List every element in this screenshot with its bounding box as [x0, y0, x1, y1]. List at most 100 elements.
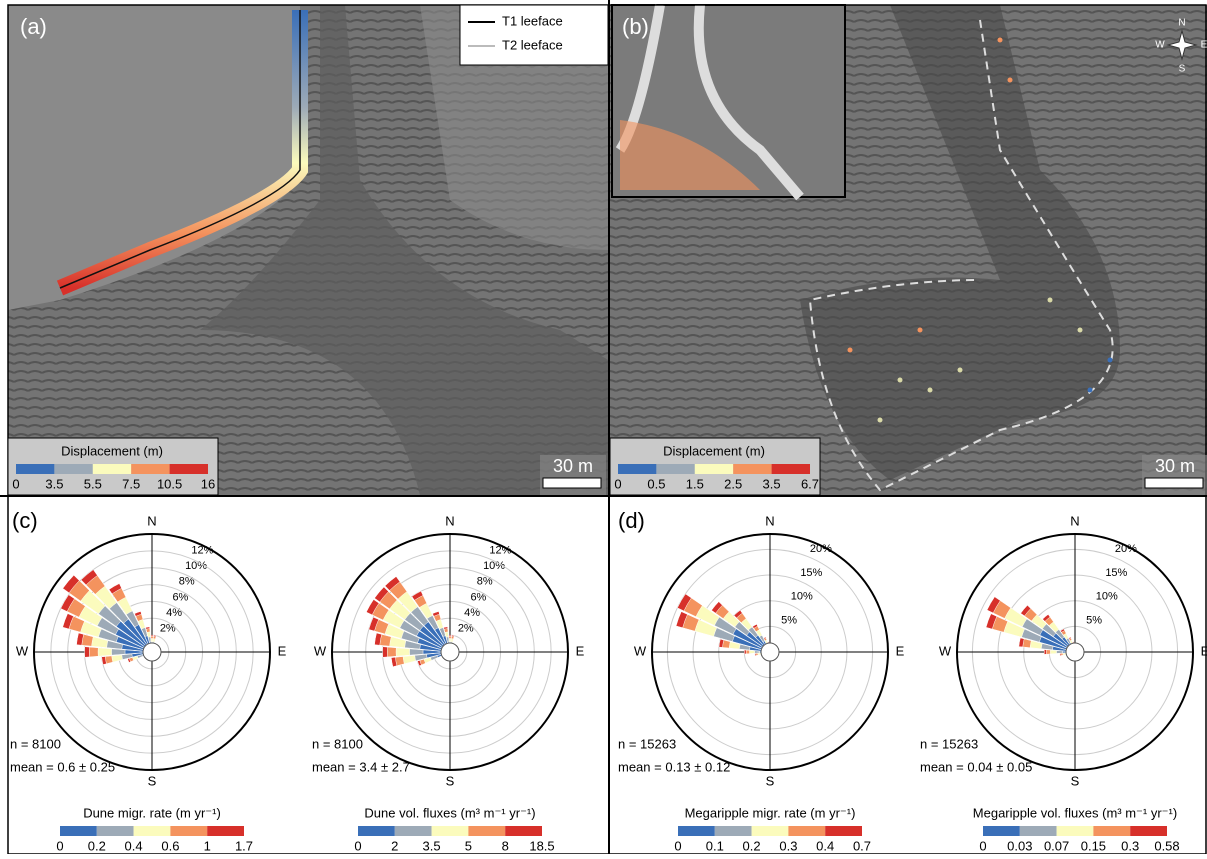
colorbar-tick-label: 18.5	[529, 838, 554, 853]
colorbar-swatch	[733, 464, 771, 474]
compass-label: E	[1201, 643, 1207, 658]
colorbar-swatch	[656, 464, 694, 474]
mean-label: mean = 3.4 ± 2.7	[312, 759, 410, 774]
ring-label: 5%	[1086, 614, 1102, 626]
colorbar-tick-label: 1.7	[235, 838, 253, 853]
colorbar-title: Dune vol. fluxes (m³ m⁻¹ yr⁻¹)	[364, 805, 535, 820]
mean-label: mean = 0.04 ± 0.05	[920, 759, 1032, 774]
compass-label: E	[278, 643, 287, 658]
compass-label: S	[446, 773, 455, 788]
rose-hole	[1066, 643, 1084, 661]
panel-label: (b)	[622, 14, 649, 39]
key-label: T2 leeface	[502, 37, 563, 52]
colorbar-tick-label: 0.3	[1121, 838, 1139, 853]
compass-label: W	[939, 643, 952, 658]
colorbar-tick-label: 0	[354, 838, 361, 853]
sample-count: n = 15263	[618, 736, 676, 751]
rose-hole	[441, 643, 459, 661]
colorbar-swatch	[60, 826, 97, 836]
colorbar-tick-label: 0.3	[779, 838, 797, 853]
colorbar-tick-label: 0.7	[853, 838, 871, 853]
rose-hole	[761, 643, 779, 661]
colorbar-tick-label: 0.2	[743, 838, 761, 853]
figure: (a)Displacement (m)03.55.57.510.51630 mT…	[0, 0, 1207, 854]
compass-label: S	[1179, 64, 1186, 75]
ring-label: 8%	[179, 576, 195, 588]
compass-label: E	[1201, 40, 1207, 51]
colorbar-swatch	[695, 464, 733, 474]
compass-label: W	[16, 643, 29, 658]
colorbar-tick-label: 5.5	[84, 476, 102, 491]
ring-label: 10%	[185, 560, 207, 572]
colorbar-tick-label: 0	[12, 476, 19, 491]
colorbar-tick-label: 0.2	[88, 838, 106, 853]
colorbar-swatch	[772, 464, 810, 474]
colorbar-title: Dune migr. rate (m yr⁻¹)	[83, 805, 221, 820]
compass-label: N	[1178, 18, 1185, 29]
panel-label: (d)	[618, 508, 645, 533]
colorbar-tick-label: 2	[391, 838, 398, 853]
colorbar-title: Megaripple vol. fluxes (m³ m⁻¹ yr⁻¹)	[973, 805, 1177, 820]
rose-hole	[143, 643, 161, 661]
mean-label: mean = 0.6 ± 0.25	[10, 759, 115, 774]
ring-label: 2%	[458, 623, 474, 635]
ring-label: 15%	[800, 567, 822, 579]
colorbar-tick-label: 7.5	[122, 476, 140, 491]
ring-label: 12%	[191, 544, 213, 556]
compass-label: S	[148, 773, 157, 788]
colorbar-tick-label: 6.7	[801, 476, 819, 491]
image-a	[8, 5, 608, 495]
ring-label: 15%	[1105, 567, 1127, 579]
colorbar-title: Displacement (m)	[663, 443, 765, 458]
compass-label: E	[896, 643, 905, 658]
colorbar-tick-label: 0.07	[1044, 838, 1069, 853]
ring-label: 8%	[477, 576, 493, 588]
colorbar-tick-label: 3.5	[763, 476, 781, 491]
colorbar-swatch	[170, 826, 207, 836]
ring-label: 20%	[1115, 543, 1137, 555]
ring-label: 6%	[470, 591, 486, 603]
compass-label: N	[765, 513, 774, 528]
colorbar-swatch	[678, 826, 715, 836]
scale-label: 30 m	[1155, 456, 1195, 476]
colorbar-tick-label: 0	[614, 476, 621, 491]
colorbar-tick-label: 1	[204, 838, 211, 853]
colorbar-title: Displacement (m)	[61, 443, 163, 458]
colorbar-swatch	[207, 826, 244, 836]
colorbar-swatch	[358, 826, 395, 836]
compass-label: E	[576, 643, 585, 658]
colorbar-swatch	[170, 464, 208, 474]
colorbar-swatch	[54, 464, 92, 474]
colorbar-swatch	[134, 826, 171, 836]
sample-count: n = 8100	[10, 736, 61, 751]
ring-label: 2%	[160, 623, 176, 635]
sample-count: n = 15263	[920, 736, 978, 751]
colorbar-swatch	[505, 826, 542, 836]
compass-label: N	[147, 513, 156, 528]
compass-label: N	[445, 513, 454, 528]
colorbar-tick-label: 0.15	[1081, 838, 1106, 853]
ring-label: 10%	[791, 591, 813, 603]
colorbar-tick-label: 16	[201, 476, 215, 491]
colorbar-swatch	[395, 826, 432, 836]
colorbar-tick-label: 1.5	[686, 476, 704, 491]
colorbar-swatch	[131, 464, 169, 474]
colorbar-swatch	[1093, 826, 1130, 836]
colorbar-swatch	[788, 826, 825, 836]
scale-bar	[543, 478, 601, 488]
compass-label: S	[1071, 773, 1080, 788]
ring-label: 10%	[483, 560, 505, 572]
panel-label: (c)	[12, 508, 38, 533]
ring-label: 5%	[781, 614, 797, 626]
colorbar-tick-label: 3.5	[45, 476, 63, 491]
colorbar-tick-label: 0.4	[816, 838, 834, 853]
key-label: T1 leeface	[502, 13, 563, 28]
ring-label: 20%	[810, 543, 832, 555]
colorbar-tick-label: 0	[56, 838, 63, 853]
image-b	[610, 5, 1207, 495]
colorbar-swatch	[1130, 826, 1167, 836]
colorbar-tick-label: 0.5	[647, 476, 665, 491]
colorbar-tick-label: 5	[465, 838, 472, 853]
colorbar-swatch	[1020, 826, 1057, 836]
colorbar-tick-label: 0	[979, 838, 986, 853]
